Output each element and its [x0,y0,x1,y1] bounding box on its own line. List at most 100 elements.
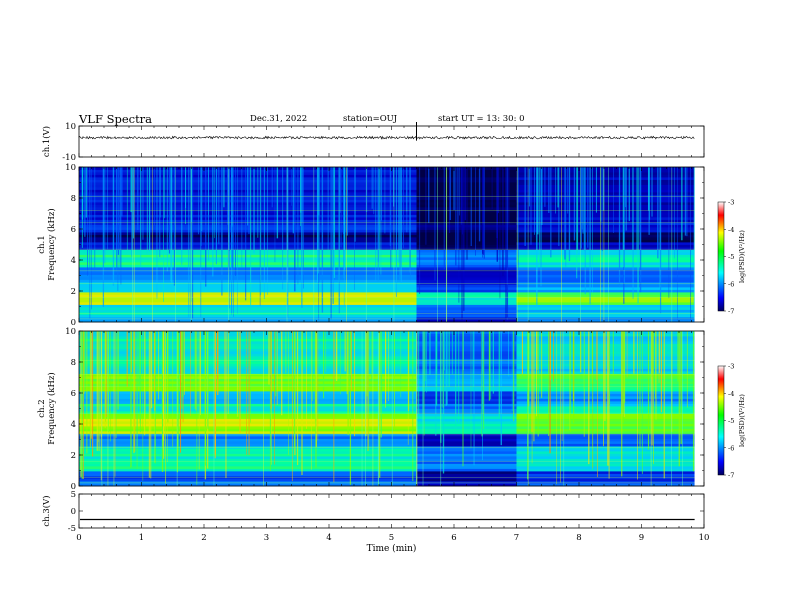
date-label: Dec.31, 2022 [250,114,308,124]
ch2-spectrogram-band [416,388,517,392]
ch2-spectrogram-band [516,388,695,392]
ch1-spectrogram-band [79,289,417,293]
ch1-spectrogram-band [79,252,417,255]
ch2-spectrogram-band [79,426,417,429]
ch2-spectrogram-band [516,398,695,402]
ch1-spectrogram-band [79,232,417,235]
ch2-spectrogram-band [416,363,517,367]
ch1-waveform-ytick-label: -10 [62,153,76,163]
ch2-spectrogram-band [516,418,695,422]
ch2-spectrogram-band [516,381,695,384]
ch1-spectrogram-band [79,294,417,298]
ch2-spectrogram-band [516,421,695,424]
ch2-spectrogram-band [516,363,695,367]
ch2-spectrogram-band [79,481,417,484]
station-label: station=OUJ [343,114,398,124]
ch2-spectrogram-band [79,421,417,424]
ch2-spectrogram-band [416,341,517,344]
ch1-spectrogram-ytick-label: 8 [71,194,76,204]
ch2-spectrogram-band [516,366,695,369]
ch2-spectrogram-band [416,338,517,342]
ch2-spectrogram-band [516,451,695,454]
ch2-spectrogram-band [416,441,517,444]
ch1-spectrogram-band [516,279,695,283]
ch2-spectrogram-band [416,428,517,432]
x-tick-label: 9 [639,533,644,543]
ch1-spectrogram-band [516,262,695,265]
ch1-spectrogram-band [516,244,695,248]
ch1-spectrogram-band [516,272,695,275]
ch1-spectrogram-band [79,267,417,270]
ch1-spectrogram-band [416,307,517,310]
ch2-spectrogram-band [516,361,695,364]
ch1-spectrogram-band [516,222,695,225]
ch1-spectrogram-band [516,314,695,318]
ch2-spectrogram-band [416,366,517,369]
ch2-spectrogram-band [416,458,517,462]
ch2-spectrogram-band [416,473,517,477]
ch2-spectrogram-band [516,423,695,427]
ch1-spectrogram-band [79,299,417,303]
ch1-spectrogram-band [516,184,695,188]
ch2-spectrogram-band [416,358,517,362]
ch1-waveform-frame [78,125,705,158]
ch2-spectrogram-band [79,341,417,344]
x-tick-label: 3 [264,533,269,543]
ch2-spectrogram-band [516,383,695,387]
ch1-spectrogram-band [416,264,517,268]
ch1-spectrogram-band [416,309,517,313]
ch2-spectrogram-band [79,388,417,392]
ch2-spectrogram-band [416,423,517,427]
ch2-spectrogram-band [79,411,417,414]
ch1-spectrogram-band [79,234,417,238]
ch2-spectrogram-band [416,361,517,364]
x-tick-label: 7 [514,533,519,543]
ch2-spectrogram-band [516,466,695,469]
ch1-spectrogram-band [516,227,695,230]
start-time-label: start UT = 13: 30: 0 [438,114,525,124]
ch2-spectrogram-band [416,393,517,397]
ch2-spectrogram-band [416,391,517,394]
ch2-spectrogram-band [516,376,695,379]
ch2-spectrogram-band [416,343,517,347]
ch2-spectrogram-band [416,411,517,414]
ch1-spectrogram-band [416,317,517,320]
ch2-spectrogram-band [416,371,517,374]
ch2-spectrogram-band [79,431,417,434]
ch2-spectrogram-band [416,401,517,404]
ch2-spectrogram-band [516,391,695,394]
ch2-spectrogram-band [79,468,417,472]
ch2-spectrogram-band [516,416,695,419]
ch1-spectrogram-ytick-label: 2 [71,287,76,297]
ch2-spectrogram-band [516,411,695,414]
ch1-spectrogram-band [516,257,695,260]
ch1-spectrogram-band [516,274,695,278]
ch1-waveform-ylabel: ch.1(V) [41,126,52,157]
ch2-spectrogram-plot [79,331,704,487]
ch1-spectrogram-band [516,174,695,178]
ch2-spectrogram-band [416,378,517,382]
ch2-spectrogram-band [79,438,417,442]
ch2-spectrogram-colorbar-tick-label: -5 [728,417,734,425]
ch1-spectrogram-band [516,264,695,268]
ch2-spectrogram-band [79,333,417,337]
ch2-spectrogram-band [416,403,517,407]
x-tick-label: 2 [201,533,206,543]
ch2-spectrogram-colorbar-tick-label: -4 [728,390,734,398]
ch1-spectrogram-band [516,254,695,258]
ch2-spectrogram-band [516,441,695,444]
ch1-spectrogram-band [516,229,695,233]
ch1-spectrogram-band [416,272,517,275]
ch2-spectrogram-band [79,453,417,457]
ch2-spectrogram-band [416,383,517,387]
ch1-spectrogram-band [516,189,695,193]
ch2-spectrogram-band [516,336,695,339]
ch1-spectrogram-band [79,309,417,313]
ch1-spectrogram-colorbar-label: log(PSD)(V²/Hz) [738,230,746,283]
ch1-spectrogram-ytick-label: 0 [71,318,76,328]
ch1-spectrogram-band [79,314,417,318]
ch2-spectrogram-band [79,451,417,454]
ch2-spectrogram-band [516,468,695,472]
ch1-spectrogram-band [416,304,517,308]
ch2-spectrogram-band [516,353,695,357]
